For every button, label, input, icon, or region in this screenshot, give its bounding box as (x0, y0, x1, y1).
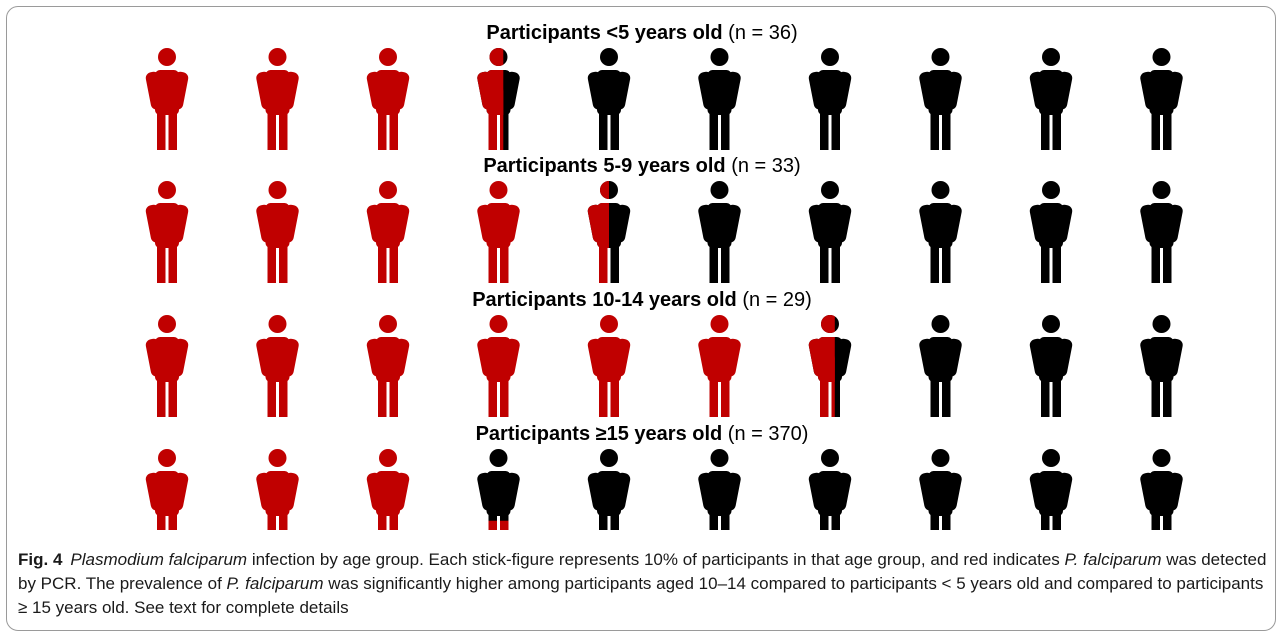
person-icon-g2-i7 (919, 315, 962, 417)
person-icon-g1-i4 (587, 181, 631, 283)
caption-text-2: infection by age group. Each stick-figur… (247, 550, 1065, 569)
group-label: Participants 10-14 years old (472, 289, 737, 311)
person-icon-g0-i7 (919, 48, 962, 150)
person-icon-g3-i0 (145, 449, 189, 530)
caption-italic-3: P. falciparum (1064, 550, 1162, 569)
person-icon-g1-i7 (919, 181, 962, 283)
person-icon-g0-i4 (587, 48, 631, 150)
figure-label: Fig. 4 (18, 550, 63, 569)
person-icon-g3-i7 (919, 449, 962, 530)
person-icon-g0-i6 (808, 48, 852, 150)
person-icon-g2-i0 (145, 315, 189, 417)
person-icon-g0-i9 (1140, 48, 1183, 150)
group-n: (n = 29) (742, 289, 812, 311)
person-icon-g0-i1 (256, 48, 299, 150)
group-label: Participants <5 years old (486, 22, 723, 44)
person-icon-g3-i5 (698, 449, 741, 530)
icon-array-chart (145, 48, 1183, 530)
figure-frame (6, 6, 1276, 631)
person-icon-g1-i0 (145, 181, 189, 283)
group-title-3: Participants ≥15 years old (n = 370) (0, 423, 1284, 445)
person-icon-g3-i8 (1029, 449, 1073, 530)
group-title-2: Participants 10-14 years old (n = 29) (0, 289, 1284, 311)
person-icon-g0-i0 (145, 48, 189, 150)
person-icon-g1-i2 (366, 181, 410, 283)
caption-text-4: was detected by PCR. The prevalence of (18, 550, 1267, 593)
group-n: (n = 370) (727, 423, 809, 445)
person-icon-g2-i3 (477, 315, 520, 417)
group-label: Participants ≥15 years old (475, 423, 723, 445)
group-label: Participants 5-9 years old (483, 155, 726, 177)
person-icon-g3-i2 (366, 449, 410, 530)
caption-text-6: was significantly higher among participa… (18, 574, 1264, 617)
person-icon-g1-i1 (256, 181, 299, 283)
group-n: (n = 36) (728, 22, 798, 44)
person-icon-g1-i9 (1140, 181, 1183, 283)
person-icon-g2-i1 (256, 315, 299, 417)
person-icon-g1-i8 (1029, 181, 1073, 283)
group-n: (n = 33) (731, 155, 801, 177)
caption-italic-5: P. falciparum (226, 574, 324, 593)
person-icon-g1-i5 (698, 181, 741, 283)
person-icon-g2-i8 (1029, 315, 1073, 417)
person-icon-g0-i3 (477, 48, 520, 150)
person-icon-g0-i5 (698, 48, 741, 150)
person-icon-g3-i1 (256, 449, 299, 530)
caption-italic-1: Plasmodium falciparum (70, 550, 248, 569)
person-icon-g1-i3 (477, 181, 520, 283)
person-icon-g3-i9 (1140, 449, 1183, 530)
person-icon-g2-i4 (587, 315, 631, 417)
person-icon-g2-i9 (1140, 315, 1183, 417)
person-icon-g2-i6 (808, 315, 852, 417)
person-icon-g3-i3 (477, 449, 520, 530)
group-title-1: Participants 5-9 years old (n = 33) (0, 155, 1284, 177)
person-icon-g3-i6 (808, 449, 852, 530)
person-icon-g2-i2 (366, 315, 410, 417)
person-icon-g3-i4 (587, 449, 631, 530)
person-icon-g2-i5 (698, 315, 741, 417)
figure-caption: Fig. 4 Plasmodium falciparum infection by… (18, 548, 1270, 620)
person-icon-g0-i8 (1029, 48, 1073, 150)
group-title-0: Participants <5 years old (n = 36) (0, 22, 1284, 44)
person-icon-g0-i2 (366, 48, 410, 150)
person-icon-g1-i6 (808, 181, 852, 283)
